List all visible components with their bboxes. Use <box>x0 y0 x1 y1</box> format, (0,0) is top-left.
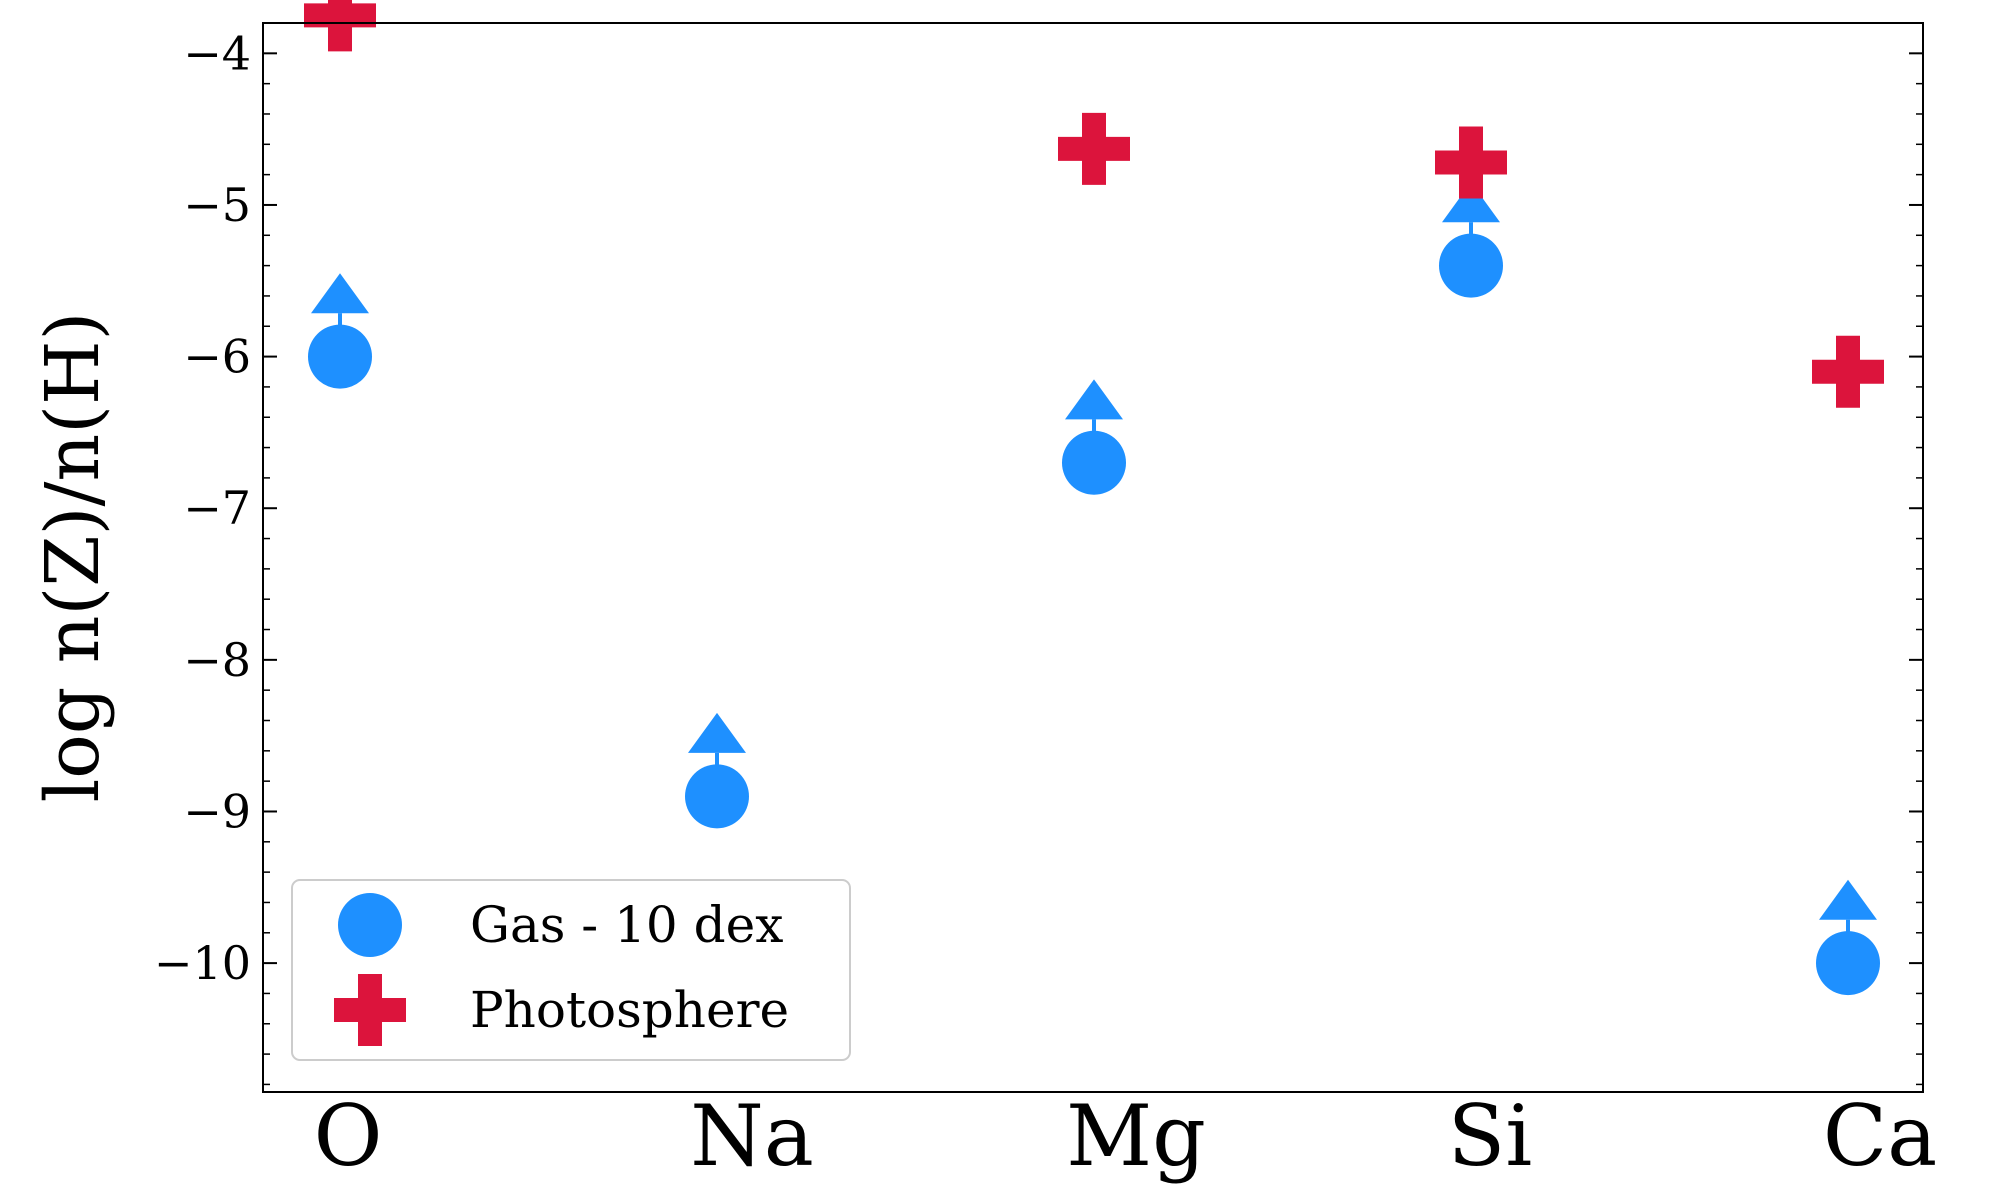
gas-limit-arrowhead <box>688 712 746 753</box>
gas-point <box>1816 931 1880 996</box>
x-category-label: Na <box>690 1087 814 1185</box>
gas-limit-arrowhead <box>311 273 369 314</box>
x-category-label: Si <box>1448 1087 1532 1185</box>
y-tick-label: −5 <box>183 178 251 232</box>
legend-box <box>291 879 851 1061</box>
gas-point <box>1062 430 1126 495</box>
gas-limit-arrowhead <box>1819 879 1877 920</box>
y-tick-label: −7 <box>183 481 251 535</box>
y-tick-label: −9 <box>183 784 251 838</box>
legend-marker-photosphere <box>334 974 406 1046</box>
y-tick-label: −4 <box>183 26 251 80</box>
x-category-label: Ca <box>1823 1087 1937 1185</box>
legend-marker-gas <box>338 893 402 957</box>
gas-point <box>685 764 749 829</box>
photosphere-point <box>1812 335 1884 408</box>
gas-limit-arrowhead <box>1442 182 1500 223</box>
y-tick-label: −8 <box>183 633 251 687</box>
x-category-label: Mg <box>1066 1087 1206 1185</box>
plot-frame <box>262 22 1924 1093</box>
gas-point <box>308 324 372 389</box>
legend-label-photosphere: Photosphere <box>470 981 789 1039</box>
photosphere-point <box>304 0 376 52</box>
legend-label-gas: Gas - 10 dex <box>470 896 783 954</box>
photosphere-point <box>1435 126 1507 199</box>
x-category-label: O <box>314 1087 383 1185</box>
y-axis-label: log n(Z)/n(H) <box>30 312 116 803</box>
gas-point <box>1439 233 1503 298</box>
gas-limit-arrowhead <box>1065 379 1123 420</box>
y-tick-label: −10 <box>154 936 251 990</box>
photosphere-point <box>1058 112 1130 185</box>
y-tick-label: −6 <box>183 330 251 384</box>
